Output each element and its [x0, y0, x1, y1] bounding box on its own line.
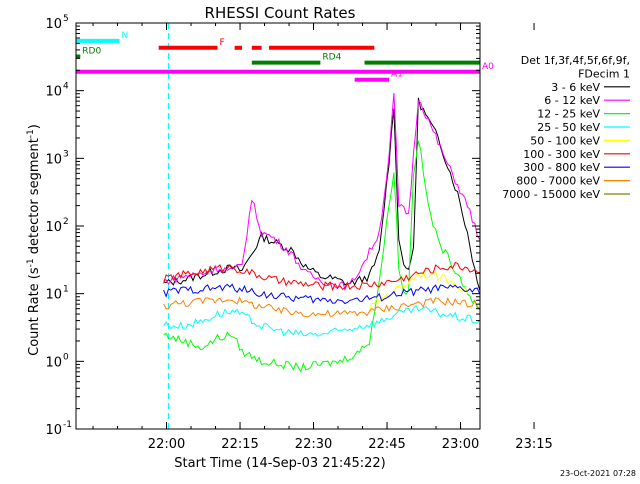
- state-bar-label-rd0: RD0: [82, 46, 101, 56]
- y-tick-label-2: 10: [45, 288, 62, 303]
- x-tick-label-2: 22:30: [295, 437, 332, 452]
- series-line-3: [163, 304, 480, 337]
- legend-label-4: 50 - 100 keV: [530, 134, 600, 147]
- plot-area: N F RD0 RD4 A0 A1: [75, 22, 494, 430]
- y-tick-exp-2: 1: [63, 285, 69, 295]
- legend-label-6: 300 - 800 keV: [523, 161, 600, 174]
- y-tick-label-5: 10: [45, 85, 62, 100]
- state-bar-label-a0: A0: [482, 62, 494, 72]
- legend-label-7: 800 - 7000 keV: [516, 175, 600, 188]
- y-tick-exp-1: 0: [63, 352, 69, 362]
- series-line-0: [163, 97, 480, 292]
- state-bar-label-a1: A1: [391, 70, 403, 80]
- y-label-part-0: Count Rate (s: [27, 267, 42, 356]
- y-axis-label: Count Rate (s-1 detector segment-1): [26, 124, 42, 356]
- state-bar-label-n: N: [122, 31, 129, 41]
- y-label-part-2: detector segment: [27, 138, 42, 258]
- x-tick-label-5: 23:15: [515, 437, 552, 452]
- legend-label-5: 100 - 300 keV: [523, 148, 600, 161]
- legend-label-2: 12 - 25 keV: [537, 108, 600, 121]
- series-line-7: [163, 296, 480, 318]
- state-bar-label-rd4: RD4: [322, 53, 341, 63]
- y-label-part-1: -1: [26, 258, 36, 267]
- legend-label-8: 7000 - 15000 keV: [502, 188, 600, 201]
- footer-date: 23-Oct-2021 07:28: [560, 469, 636, 478]
- y-tick-label-1: 10: [45, 355, 62, 370]
- series-line-4: [368, 270, 468, 312]
- x-tick-label-1: 22:15: [221, 437, 258, 452]
- y-tick-label-0: 10: [45, 423, 62, 438]
- x-tick-label-4: 23:00: [442, 437, 479, 452]
- plot-inner: [163, 23, 480, 429]
- y-tick-exp-5: 4: [63, 82, 69, 92]
- legend-header-line-1: FDecim 1: [578, 67, 630, 80]
- series-line-6: [163, 283, 480, 305]
- legend-label-1: 6 - 12 keV: [544, 94, 600, 107]
- y-tick-exp-6: 5: [63, 14, 69, 24]
- x-axis: 22:00 22:15 22:30 22:45 23:00 23:15: [92, 23, 553, 452]
- y-tick-exp-4: 3: [63, 149, 69, 159]
- legend-label-3: 25 - 50 keV: [537, 121, 600, 134]
- series-line-1: [163, 93, 480, 291]
- x-axis-label: Start Time (14-Sep-03 21:45:22): [174, 456, 385, 471]
- y-tick-exp-0: -1: [63, 420, 72, 430]
- legend-label-0: 3 - 6 keV: [551, 81, 600, 94]
- series-line-2: [163, 140, 480, 373]
- legend-header-line-0: Det 1f,3f,4f,5f,6f,9f,: [521, 54, 630, 67]
- y-tick-label-4: 10: [45, 152, 62, 167]
- state-bar-label-f: F: [220, 38, 225, 48]
- y-tick-label-6: 10: [45, 17, 62, 32]
- y-label-part-3: -1: [26, 129, 36, 138]
- legend: Det 1f,3f,4f,5f,6f,9f,FDecim 13 - 6 keV6…: [502, 54, 630, 201]
- y-label-part-4: ): [27, 124, 42, 129]
- chart-title: RHESSI Count Rates: [205, 4, 356, 22]
- x-tick-label-0: 22:00: [148, 437, 185, 452]
- series-line-5: [163, 261, 480, 292]
- plot-frame: [75, 22, 481, 430]
- y-tick-label-3: 10: [45, 220, 62, 235]
- y-tick-exp-3: 2: [63, 217, 69, 227]
- x-tick-label-3: 22:45: [368, 437, 405, 452]
